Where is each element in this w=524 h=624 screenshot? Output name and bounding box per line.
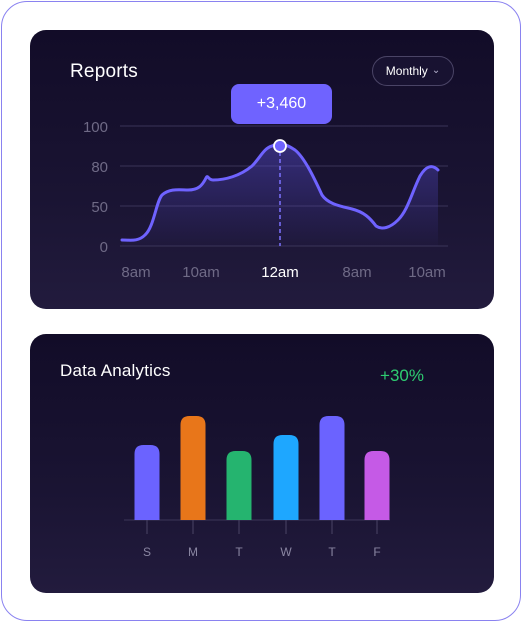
y-tick-label: 80 [91,159,108,176]
bar[interactable] [226,451,252,520]
x-category-label: S [143,545,151,559]
bar[interactable] [180,416,206,520]
x-tick-label: 12am [261,264,299,281]
y-tick-label: 100 [83,119,108,136]
reports-chart: 100 80 50 0 8am 10am 12am 8am 10am [83,119,448,281]
y-tick-label: 50 [91,199,108,216]
value-tooltip: +3,460 [231,84,332,124]
bar[interactable] [364,451,390,520]
analytics-card: Data Analytics +30% S M T W T F [30,334,494,593]
period-dropdown[interactable]: Monthly ⌄ [372,56,454,86]
highlight-point[interactable] [273,139,287,153]
x-category-label: T [235,545,243,559]
chevron-down-icon: ⌄ [431,64,441,76]
x-category-label: W [280,545,292,559]
bar[interactable] [273,435,299,520]
bar[interactable] [319,416,345,520]
x-category-label: M [188,545,198,559]
period-dropdown-label: Monthly [385,64,428,78]
x-tick-label: 8am [342,264,371,281]
analytics-title: Data Analytics [60,361,171,380]
bar[interactable] [134,445,160,520]
growth-badge: +30% [380,366,424,385]
reports-title: Reports [70,61,138,82]
y-tick-label: 0 [100,239,108,256]
x-category-label: T [328,545,336,559]
reports-card: Reports Monthly ⌄ 100 80 50 0 8am 10am 12am 8a… [30,30,494,309]
series-line [120,142,440,242]
x-tick-label: 10am [182,264,220,281]
x-category-label: F [373,545,380,559]
x-tick-label: 8am [121,264,150,281]
x-tick-label: 10am [408,264,446,281]
